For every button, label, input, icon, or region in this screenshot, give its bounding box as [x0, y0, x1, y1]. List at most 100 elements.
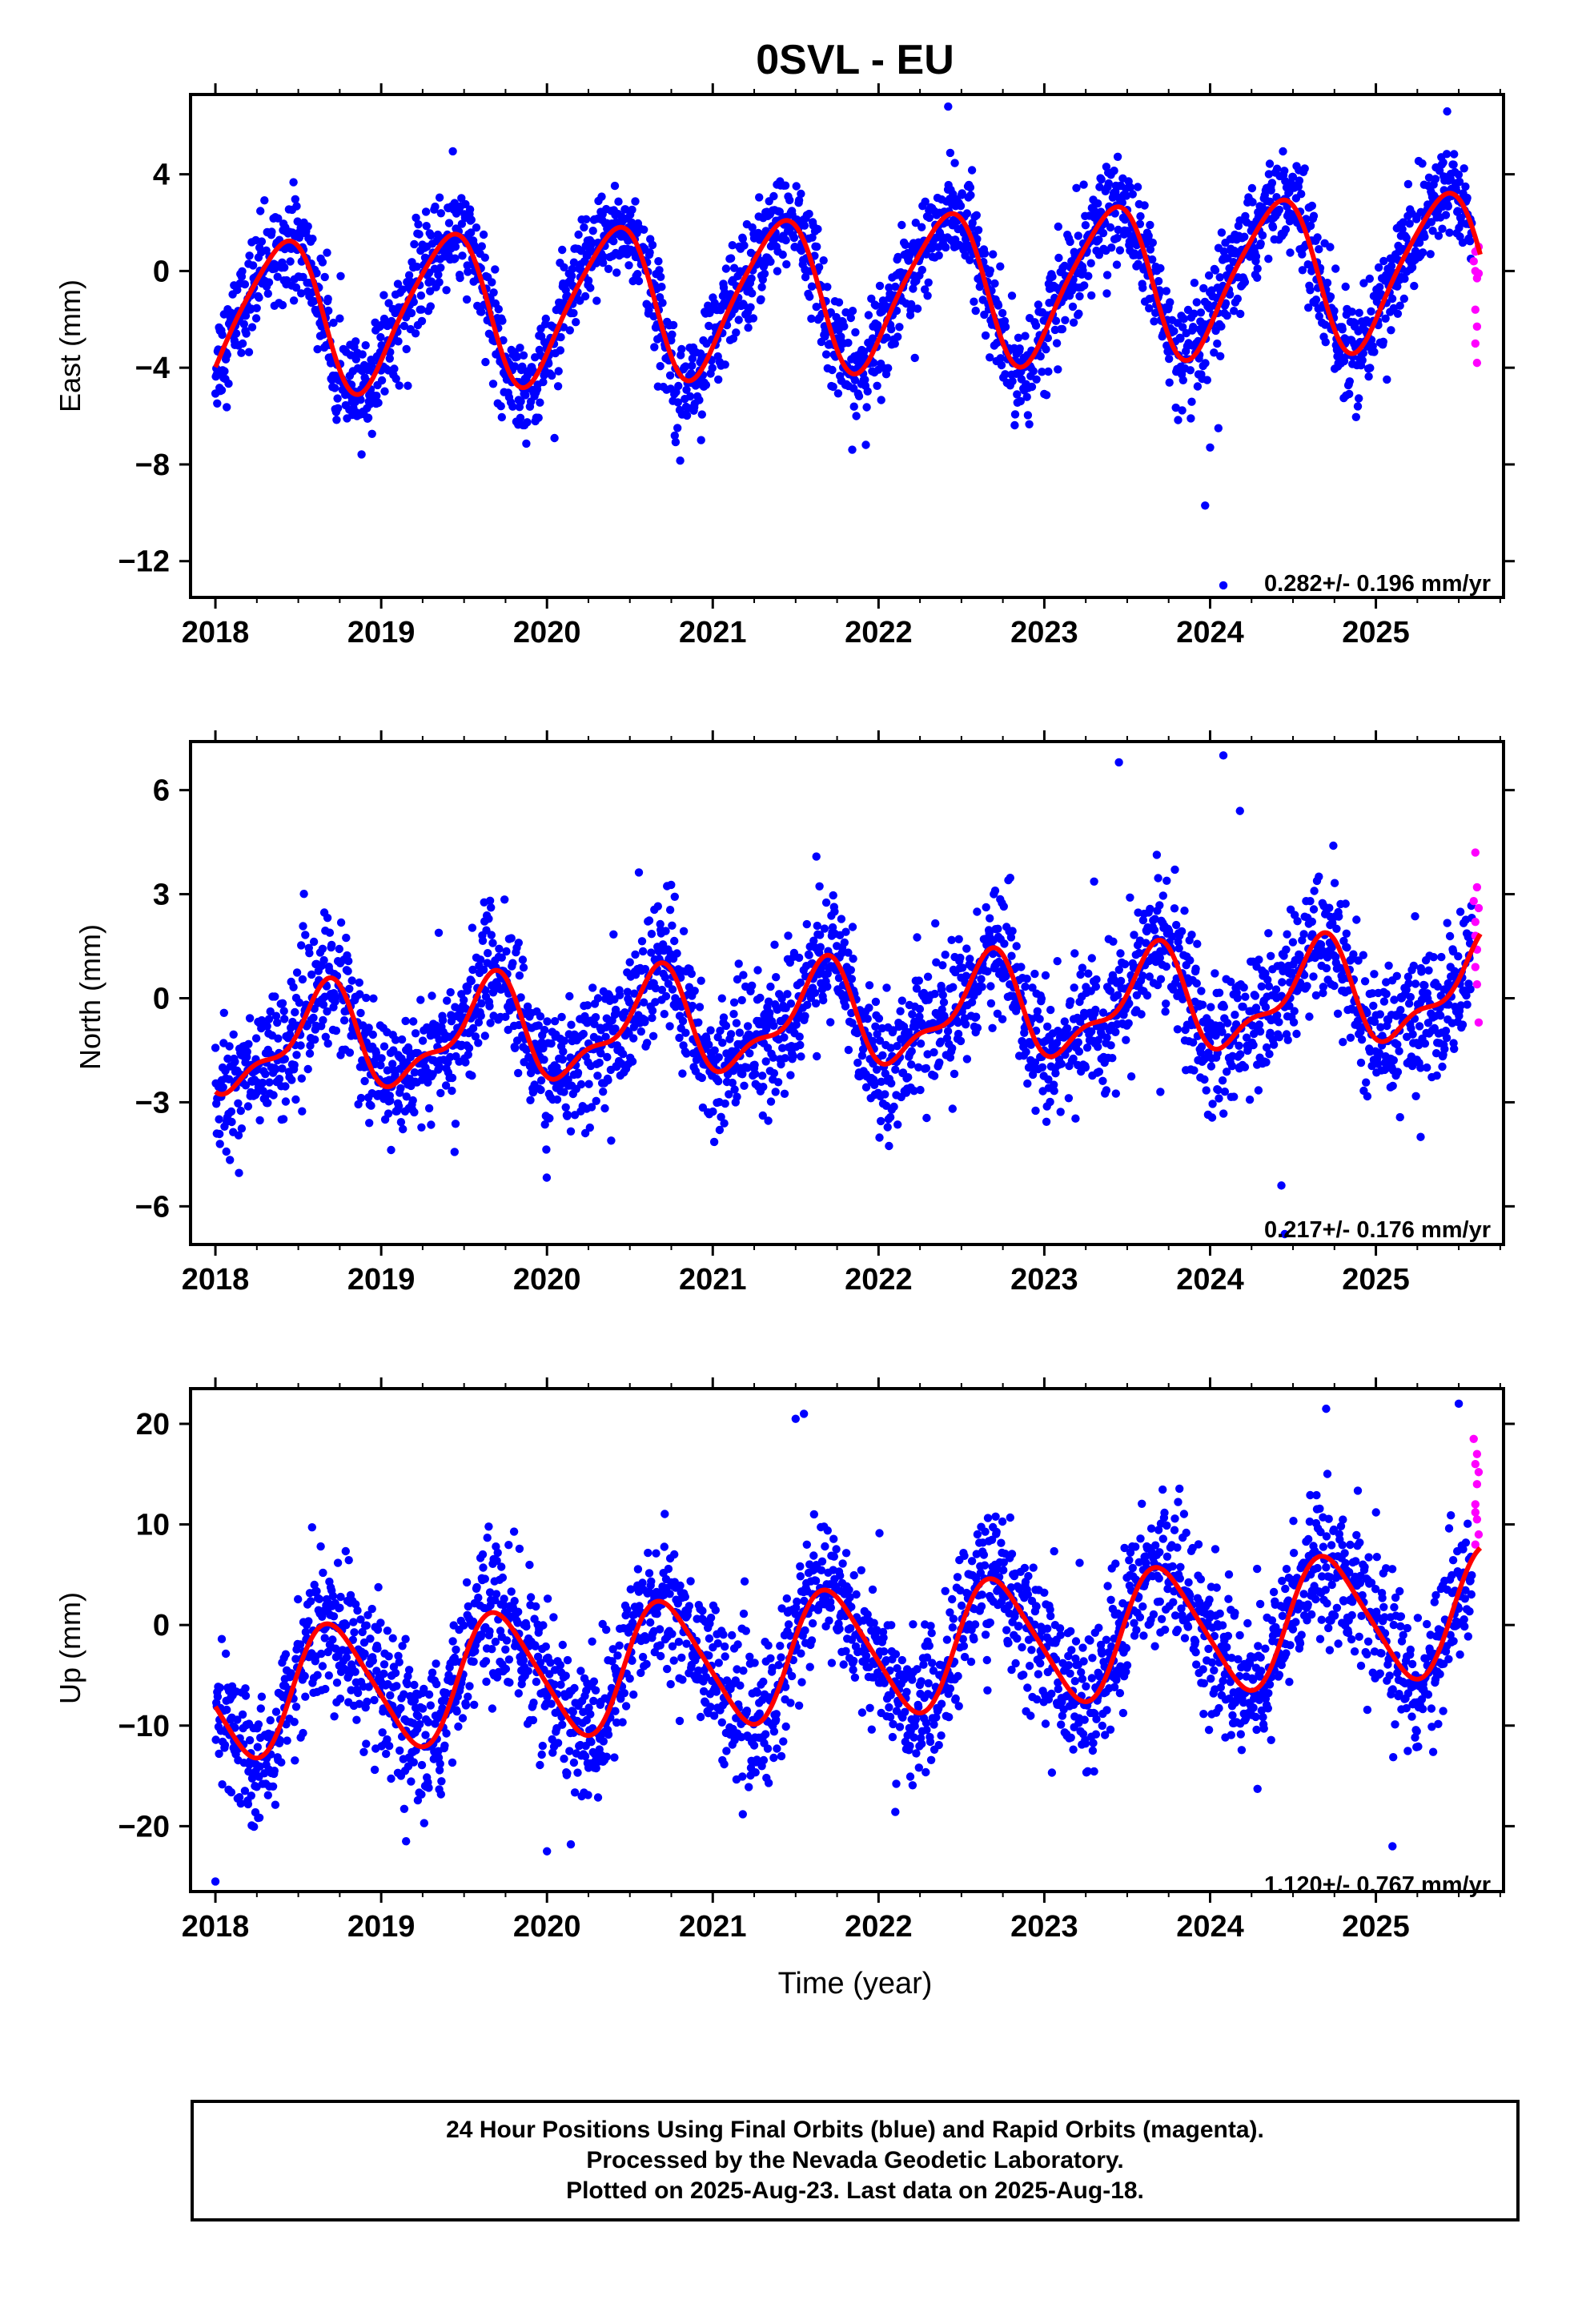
east-final-point: [289, 178, 298, 187]
north-final-point: [1275, 1018, 1283, 1027]
east-final-point: [633, 270, 642, 279]
east-final-point: [427, 277, 436, 286]
east-final-point: [813, 242, 821, 251]
north-final-point: [881, 1090, 889, 1099]
north-final-point: [460, 995, 468, 1005]
east-final-point: [539, 377, 548, 387]
east-final-point: [1364, 372, 1373, 381]
east-final-point: [417, 316, 427, 326]
east-final-point: [685, 392, 695, 401]
east-final-point: [1186, 414, 1195, 423]
east-final-point: [402, 344, 411, 354]
north-final-point: [764, 1116, 773, 1125]
north-final-point: [552, 1095, 562, 1104]
north-final-point: [323, 1039, 332, 1048]
east-final-point: [1052, 339, 1062, 348]
east-final-point: [280, 263, 289, 272]
east-final-point: [572, 318, 580, 327]
north-final-point: [502, 947, 511, 956]
north-final-point: [1074, 1038, 1083, 1047]
north-final-point: [1070, 949, 1079, 958]
north-final-point: [410, 1108, 419, 1117]
north-final-point: [264, 1015, 274, 1023]
north-final-point: [1392, 971, 1402, 981]
east-final-point: [1102, 289, 1111, 298]
north-final-point: [640, 964, 650, 974]
north-final-point: [1124, 1019, 1133, 1028]
east-final-point: [981, 331, 990, 340]
east-final-point: [748, 289, 757, 298]
east-final-point: [554, 367, 563, 376]
north-final-point: [883, 1123, 892, 1132]
east-final-point: [477, 308, 486, 316]
east-final-point: [336, 271, 345, 280]
north-final-point: [536, 1012, 545, 1021]
east-final-point: [1038, 368, 1046, 376]
north-final-point: [219, 1083, 227, 1092]
east-final-point: [1326, 292, 1335, 301]
north-final-point: [226, 1156, 235, 1164]
north-final-point: [1207, 1113, 1217, 1122]
north-final-point: [729, 1010, 738, 1019]
east-final-point: [697, 410, 706, 419]
north-final-point: [887, 1079, 896, 1088]
east-final-point: [620, 205, 630, 214]
east-final-point: [821, 350, 831, 359]
north-final-point: [986, 982, 995, 991]
east-final-point: [1399, 294, 1409, 304]
east-final-point: [244, 348, 254, 356]
north-final-point: [461, 1058, 470, 1067]
north-final-point: [476, 1011, 485, 1020]
north-final-point: [729, 998, 739, 1007]
north-final-point: [1111, 1089, 1121, 1098]
north-final-point: [1218, 1076, 1227, 1085]
north-final-point: [743, 1022, 753, 1031]
east-final-point: [833, 389, 843, 398]
north-final-point: [619, 1050, 628, 1059]
north-final-point: [1382, 990, 1391, 999]
east-final-point: [1054, 253, 1063, 263]
north-final-point: [988, 1023, 997, 1033]
east-final-point: [356, 396, 365, 404]
north-final-point: [565, 991, 574, 1001]
north-final-point: [1309, 905, 1319, 914]
east-final-point: [1379, 337, 1388, 346]
north-final-point: [500, 895, 509, 904]
east-final-point: [1383, 375, 1391, 384]
east-final-point: [944, 102, 953, 111]
north-final-point: [1356, 1058, 1366, 1068]
north-final-point: [251, 1034, 261, 1043]
east-final-point: [913, 304, 922, 313]
east-final-point: [238, 267, 247, 275]
east-final-point: [376, 332, 385, 342]
north-final-point: [688, 1001, 697, 1011]
north-final-point: [1411, 1092, 1420, 1101]
east-final-point: [851, 328, 860, 337]
east-final-point: [1013, 390, 1022, 399]
east-final-point: [1355, 308, 1363, 317]
north-final-point: [625, 958, 634, 967]
east-final-point: [1393, 309, 1403, 318]
north-final-point: [1156, 975, 1166, 983]
north-final-point: [1409, 961, 1419, 971]
east-final-point: [614, 197, 623, 206]
east-final-point: [911, 219, 921, 227]
north-final-point: [972, 1012, 981, 1021]
east-final-point: [409, 297, 418, 307]
east-final-point: [885, 283, 893, 292]
north-final-point: [1346, 1033, 1355, 1043]
east-final-point: [864, 311, 873, 320]
east-final-point: [852, 412, 861, 420]
north-final-point: [1370, 970, 1379, 979]
north-final-point: [343, 967, 352, 975]
east-final-point: [1307, 201, 1317, 211]
north-final-point: [636, 1027, 645, 1036]
north-final-point: [954, 1029, 963, 1039]
north-final-point: [750, 1069, 760, 1079]
east-final-point: [1084, 271, 1093, 280]
east-final-point: [1043, 333, 1053, 343]
east-final-point: [631, 197, 640, 206]
north-final-point: [1162, 962, 1171, 971]
north-final-point: [355, 978, 363, 987]
east-final-point: [1007, 292, 1017, 300]
